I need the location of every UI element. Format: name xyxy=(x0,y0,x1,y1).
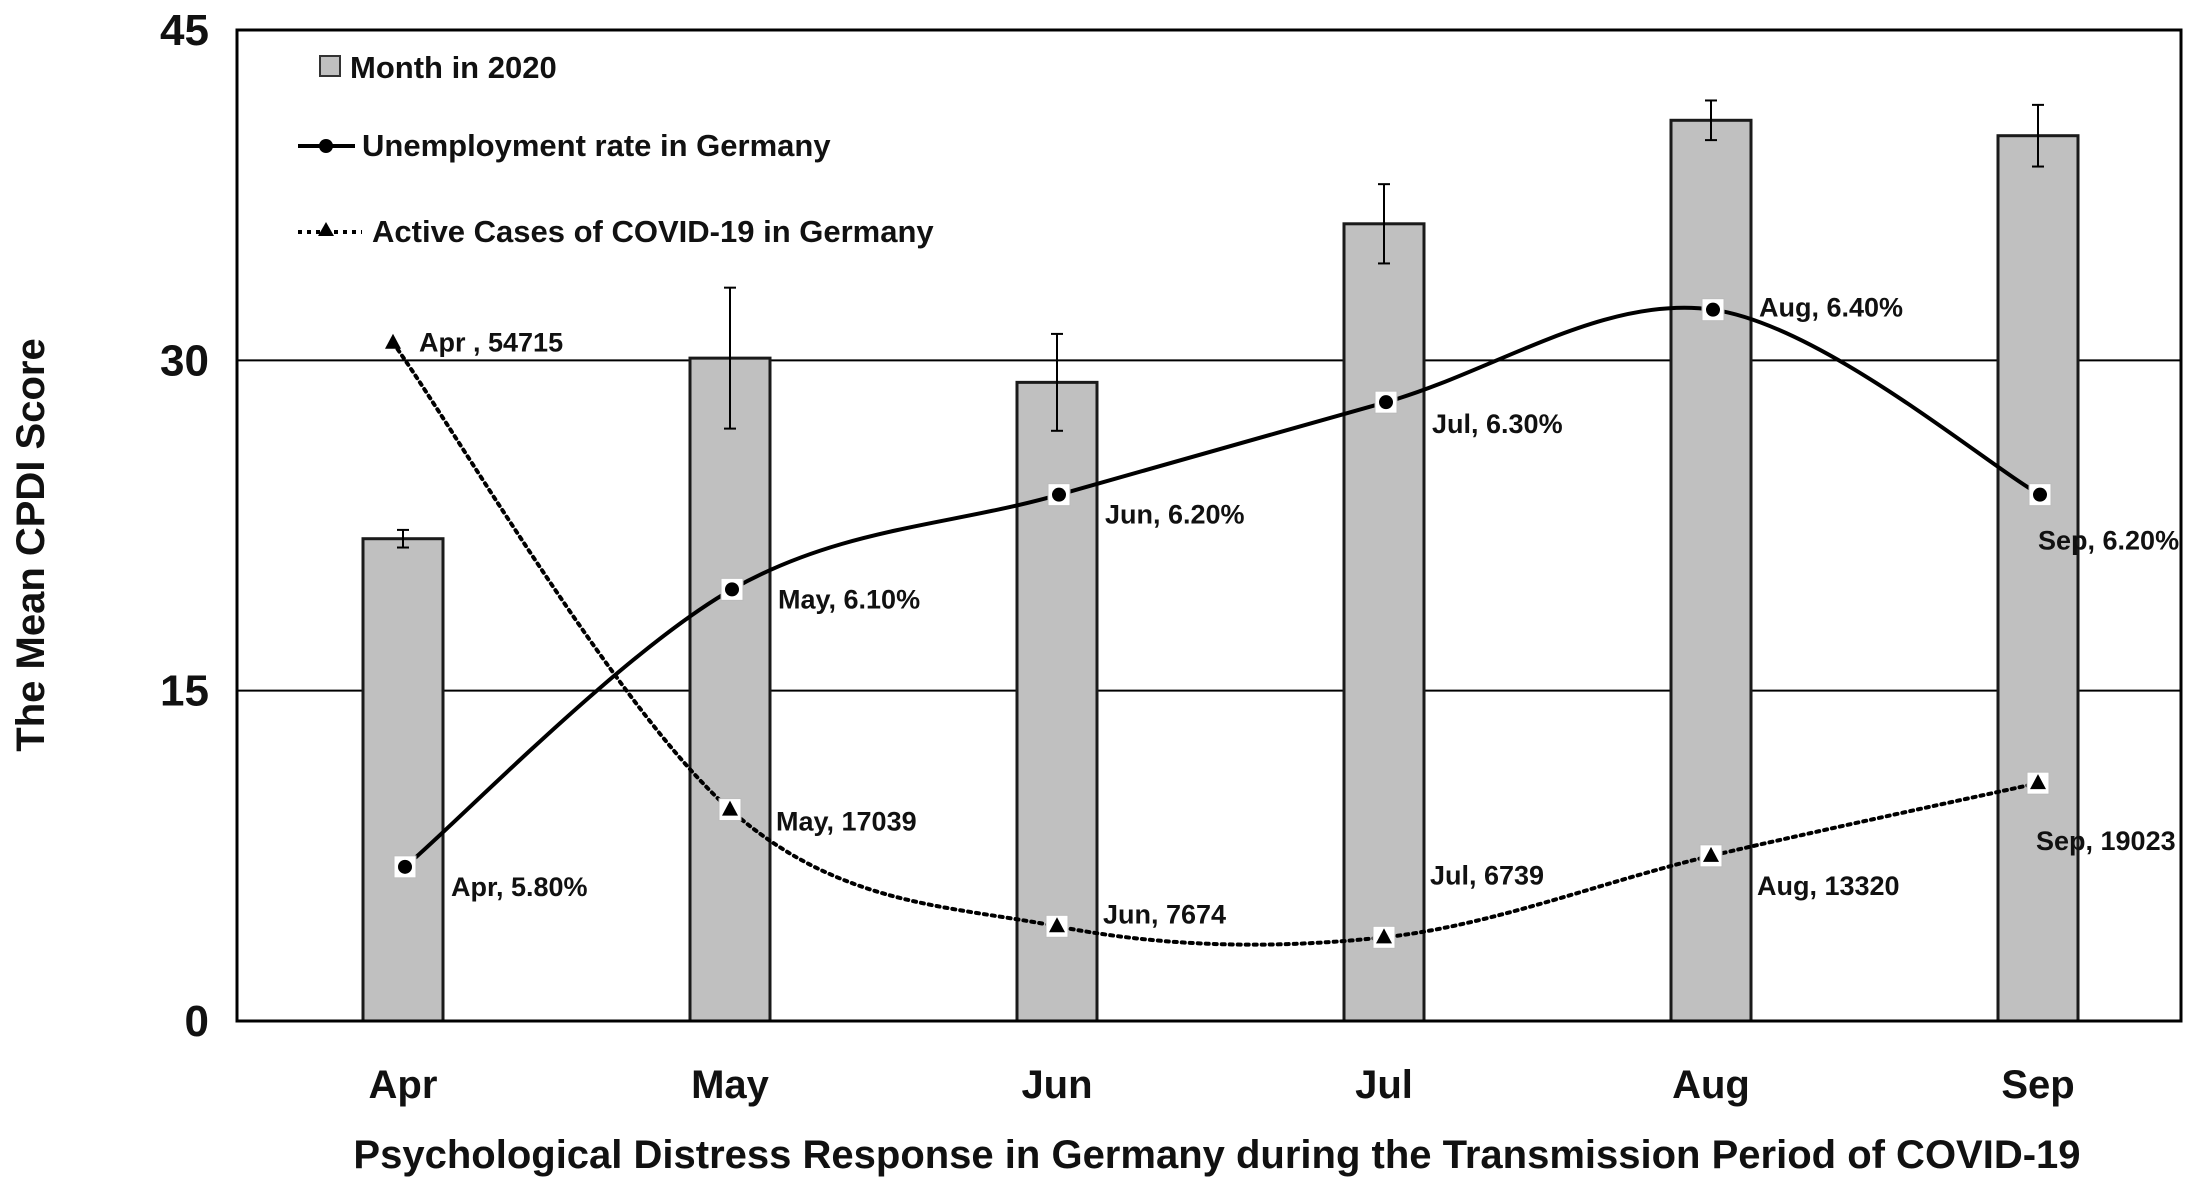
y-tick-label-15: 15 xyxy=(160,667,209,716)
legend-label-unemployment: Unemployment rate in Germany xyxy=(362,128,831,163)
unemployment-marker-jun xyxy=(1052,487,1066,502)
legend: Month in 2020 Unemployment rate in Germa… xyxy=(298,50,934,249)
covid-marker-jul xyxy=(1376,928,1392,944)
unemployment-marker-jul xyxy=(1379,395,1393,410)
bar-aug xyxy=(1669,118,1753,1023)
y-tick-label-0: 0 xyxy=(185,997,209,1046)
x-axis-title: Psychological Distress Response in Germa… xyxy=(353,1133,2080,1177)
bar-apr xyxy=(361,537,445,1023)
covid-data-label-apr: Apr , 54715 xyxy=(419,328,563,358)
y-tick-label-30: 30 xyxy=(160,336,209,385)
unemployment-data-label-apr: Apr, 5.80% xyxy=(451,872,588,902)
unemployment-line xyxy=(403,305,2041,869)
x-tick-label-aug: Aug xyxy=(1672,1063,1750,1107)
unemployment-marker-may xyxy=(725,582,739,597)
unemployment-data-label-jul: Jul, 6.30% xyxy=(1432,409,1563,439)
unemployment-data-label-aug: Aug, 6.40% xyxy=(1759,293,1903,323)
covid-data-label-jun: Jun, 7674 xyxy=(1103,899,1226,929)
x-tick-label-apr: Apr xyxy=(369,1063,438,1107)
axis-ticks: 0 15 30 45 Apr May Jun Jul Aug Sep xyxy=(160,6,2075,1107)
y-tick-label-45: 45 xyxy=(160,6,209,55)
unemployment-data-label-sep: Sep, 6.20% xyxy=(2038,526,2179,556)
bar-may xyxy=(688,356,772,1023)
line-series xyxy=(385,298,2052,949)
legend-bar-swatch xyxy=(319,55,341,77)
unemployment-data-label-may: May, 6.10% xyxy=(778,584,920,614)
unemployment-marker-aug xyxy=(1706,302,1720,317)
covid-data-label-aug: Aug, 13320 xyxy=(1757,871,1900,901)
bar-jul xyxy=(1342,222,1426,1023)
legend-unemployment-marker xyxy=(319,139,333,153)
x-tick-label-may: May xyxy=(691,1063,770,1107)
plot-border xyxy=(235,28,2183,1023)
unemployment-marker-sep xyxy=(2033,487,2047,502)
unemployment-data-label-jun: Jun, 6.20% xyxy=(1105,500,1245,530)
data-labels: Apr, 5.80% May, 6.10% Jun, 6.20% Jul, 6.30%… xyxy=(419,293,2179,930)
covid-marker-may xyxy=(722,800,738,816)
covid-data-label-jul: Jul, 6739 xyxy=(1430,860,1544,890)
covid-data-label-may: May, 17039 xyxy=(776,807,917,837)
covid-marker-aug xyxy=(1703,846,1719,862)
unemployment-marker-apr xyxy=(398,859,412,874)
legend-covid-marker xyxy=(318,222,334,236)
covid-marker-sep xyxy=(2030,774,2046,790)
bar-sep xyxy=(1996,134,2080,1023)
legend-label-covid: Active Cases of COVID-19 in Germany xyxy=(372,214,934,249)
plot-frame xyxy=(235,28,2183,1023)
covid-cases-line xyxy=(391,340,2040,947)
x-tick-label-jun: Jun xyxy=(1021,1063,1092,1107)
bar-series xyxy=(361,99,2080,1023)
covid-marker-apr xyxy=(385,333,401,349)
legend-label-bars: Month in 2020 xyxy=(350,50,557,85)
y-axis-title: The Mean CPDI Score xyxy=(9,338,53,751)
covid-data-label-sep: Sep, 19023 xyxy=(2036,826,2176,856)
covid-marker-jun xyxy=(1049,917,1065,933)
x-tick-label-sep: Sep xyxy=(2001,1063,2074,1107)
x-tick-label-jul: Jul xyxy=(1355,1063,1413,1107)
